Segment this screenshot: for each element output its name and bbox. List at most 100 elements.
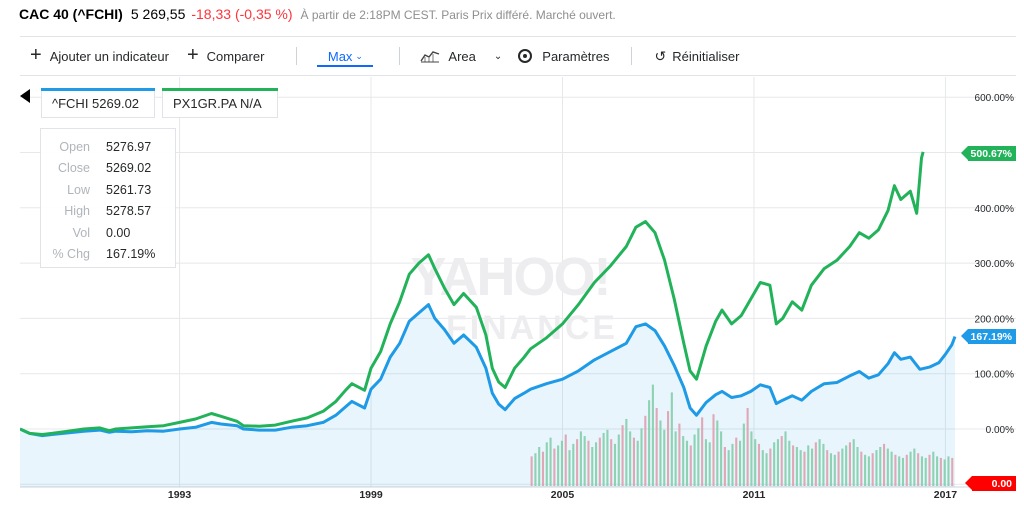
gear-icon xyxy=(518,49,533,63)
ohlc-value: 0.00 xyxy=(106,225,131,240)
volume-bar xyxy=(875,450,878,486)
ohlc-row-chg: % Chg 167.19% xyxy=(41,244,175,266)
volume-bar xyxy=(943,459,946,486)
volume-bar xyxy=(625,418,628,486)
volume-bar xyxy=(678,423,681,486)
plus-icon: + xyxy=(186,44,199,66)
fchi-area-fill xyxy=(20,304,955,487)
legend-px1gr-color xyxy=(162,88,278,91)
volume-bar xyxy=(557,445,560,486)
chart-svg[interactable]: 600.00%500.00%400.00%300.00%200.00%100.0… xyxy=(20,77,1016,501)
volume-bar xyxy=(890,451,893,486)
ohlc-value: 5276.97 xyxy=(106,139,152,154)
volume-bar xyxy=(947,456,950,486)
volume-bar xyxy=(886,448,889,486)
price-change: -18,33 (-0,35 %) xyxy=(191,6,293,22)
settings-button[interactable]: Paramètres xyxy=(516,37,609,75)
volume-bar xyxy=(693,434,696,486)
volume-bar xyxy=(803,451,806,486)
reset-button[interactable]: ↺ Réinitialiser xyxy=(654,37,739,75)
chevron-down-icon: ⌄ xyxy=(355,50,363,61)
market-status: À partir de 2:18PM CEST. Paris Prix diff… xyxy=(300,8,616,22)
volume-bar xyxy=(720,431,723,486)
legend-px1gr[interactable]: PX1GR.PA N/A xyxy=(162,88,278,118)
legend-fchi[interactable]: ^FCHI 5269.02 xyxy=(41,88,155,118)
volume-bar xyxy=(765,453,768,486)
volume-bar xyxy=(610,439,613,486)
legend-px1gr-label: PX1GR.PA N/A xyxy=(173,95,262,111)
ohlc-tooltip: Open 5276.97 Close 5269.02 Low 5261.73 High… xyxy=(40,128,176,268)
ohlc-label: High xyxy=(64,204,90,219)
y-tick-label: 0.00% xyxy=(986,425,1014,436)
volume-bar xyxy=(742,423,745,486)
volume-bar xyxy=(867,456,870,486)
volume-bar xyxy=(632,437,635,486)
chart-type-label: Area xyxy=(448,48,476,64)
compare-button[interactable]: + Comparer xyxy=(187,37,264,75)
ohlc-label: Open xyxy=(59,139,90,154)
volume-bar xyxy=(735,437,738,486)
volume-bar xyxy=(723,447,726,486)
x-tick-label: 2017 xyxy=(934,489,958,501)
chart-type-select[interactable]: Area ⌄ xyxy=(420,37,502,75)
watermark-finance: FINANCE xyxy=(446,309,618,347)
volume-bar xyxy=(848,442,851,486)
range-label: Max xyxy=(327,48,353,64)
volume-bar xyxy=(731,443,734,486)
volume-bar xyxy=(780,436,783,486)
volume-bar xyxy=(655,408,658,486)
chart-toolbar: + Ajouter un indicateur + Comparer Max ⌄… xyxy=(20,36,1016,76)
volume-bar xyxy=(951,457,954,486)
ohlc-value: 5261.73 xyxy=(106,182,152,197)
volume-bar xyxy=(568,450,571,486)
volume-bar xyxy=(606,429,609,486)
x-tick-label: 2011 xyxy=(743,489,766,501)
ohlc-label: Close xyxy=(58,161,90,176)
volume-bar xyxy=(807,445,810,486)
add-indicator-button[interactable]: + Ajouter un indicateur xyxy=(30,37,169,75)
volume-bar xyxy=(674,431,677,486)
volume-bar xyxy=(530,456,533,486)
volume-bar xyxy=(712,414,715,486)
ohlc-row-low: Low 5261.73 xyxy=(41,179,175,201)
volume-bar xyxy=(845,445,848,486)
volume-bar xyxy=(811,448,814,486)
chart-area[interactable]: 600.00%500.00%400.00%300.00%200.00%100.0… xyxy=(20,77,1016,501)
x-tick-label: 2005 xyxy=(551,489,575,501)
volume-bar xyxy=(587,440,590,486)
badge-px1gr: 500.67% xyxy=(960,146,1016,161)
volume-bar xyxy=(545,442,548,486)
volume-bar xyxy=(924,457,927,486)
volume-bar xyxy=(629,431,632,486)
volume-bar xyxy=(583,436,586,486)
ohlc-row-close: Close 5269.02 xyxy=(41,158,175,180)
collapse-legend-icon[interactable] xyxy=(20,89,30,103)
ohlc-row-open: Open 5276.97 xyxy=(41,136,175,158)
volume-bar xyxy=(776,439,779,486)
volume-bar xyxy=(920,456,923,486)
volume-bar xyxy=(595,442,598,486)
ohlc-value: 167.19% xyxy=(106,247,156,262)
volume-bar xyxy=(651,384,654,486)
volume-bar xyxy=(784,431,787,486)
y-tick-label: 600.00% xyxy=(975,93,1015,104)
settings-label: Paramètres xyxy=(542,48,610,64)
volume-bar xyxy=(936,456,939,486)
volume-bar xyxy=(833,454,836,486)
volume-bar xyxy=(792,445,795,486)
current-price: 5 269,55 xyxy=(130,6,186,22)
ohlc-label: Low xyxy=(67,182,90,197)
volume-bar xyxy=(621,425,624,486)
volume-bar xyxy=(663,429,666,486)
ohlc-value: 5269.02 xyxy=(106,161,152,176)
compare-label: Comparer xyxy=(206,48,265,64)
volume-bar xyxy=(689,445,692,486)
y-tick-label: 400.00% xyxy=(975,204,1015,215)
volume-bar xyxy=(640,428,643,486)
volume-bar xyxy=(909,451,912,486)
volume-bar xyxy=(667,411,670,486)
volume-bar xyxy=(814,442,817,486)
range-select[interactable]: Max ⌄ xyxy=(317,37,374,75)
volume-bar xyxy=(852,439,855,486)
volume-bar xyxy=(701,417,704,486)
